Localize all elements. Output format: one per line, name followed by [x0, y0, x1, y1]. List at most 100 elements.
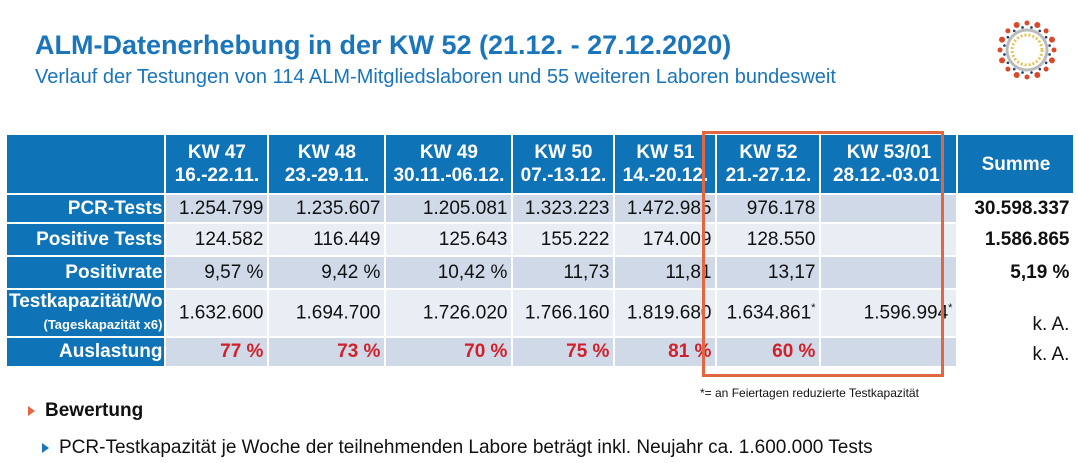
column-header: KW 52 21.-27.12.: [717, 135, 820, 193]
table-row: Positive Tests 124.582 116.449 125.643 155.2…: [7, 224, 1074, 255]
data-cell: 1.726.020: [386, 290, 512, 336]
date-range: 14.-20.12.: [622, 165, 709, 186]
data-cell: 1.632.600: [166, 290, 268, 336]
corner-cell: [7, 135, 165, 193]
cell-value: 75 %: [566, 341, 610, 362]
cell-value: 1.726.020: [422, 302, 508, 324]
data-cell: 1.323.223: [513, 195, 614, 222]
cell-value: 1.632.600: [178, 302, 264, 324]
kw-label: KW 52: [739, 142, 798, 163]
kw52-highlight-box: [702, 131, 944, 377]
date-range: 07.-13.12.: [520, 165, 607, 186]
cell-value: 124.582: [194, 228, 264, 250]
data-cell: 125.643: [386, 224, 512, 255]
data-cell: 116.449: [269, 224, 385, 255]
cell-value: 77 %: [220, 341, 264, 362]
kw-label: KW 48: [297, 142, 356, 163]
page-subtitle: Verlauf der Testungen von 114 ALM-Mitgli…: [35, 66, 836, 88]
kw-label: KW 51: [636, 142, 695, 163]
data-cell: [821, 224, 957, 255]
cell-value: 1.472.985: [626, 197, 712, 219]
data-cell: 1.819.680: [615, 290, 716, 336]
cell-value: 125.643: [438, 228, 508, 250]
table-row: PCR-Tests 1.254.799 1.235.607 1.205.081 1.32…: [7, 195, 1074, 222]
bullet-capacity: PCR-Testkapazität je Woche der teilnehme…: [42, 437, 873, 459]
date-range: 23.-29.11.: [284, 165, 370, 186]
column-header: KW 49 30.11.-06.12.: [386, 135, 512, 193]
bullet-bewertung: Bewertung: [28, 400, 143, 422]
bullet-text: Bewertung: [45, 400, 144, 421]
data-cell: 1.766.160: [513, 290, 614, 336]
data-cell: 11,73: [513, 257, 614, 288]
column-header: KW 51 14.-20.12.: [615, 135, 716, 193]
data-cell: 10,42 %: [386, 257, 512, 288]
cell-value: 1.819.680: [626, 302, 712, 324]
data-cell: [821, 195, 957, 222]
row-label: PCR-Tests: [7, 195, 165, 222]
data-cell: 81 %: [615, 338, 716, 366]
cell-value: 11,73: [563, 261, 610, 283]
table-row: Positivrate 9,57 % 9,42 % 10,42 % 11,73 11,81…: [7, 257, 1074, 288]
date-range: 28.12.-03.01.: [832, 165, 945, 186]
cell-value: 155.222: [540, 228, 610, 250]
virus-logo-icon: [997, 20, 1057, 80]
data-cell: 77 %: [166, 338, 268, 366]
data-cell: 1.254.799: [166, 195, 268, 222]
data-cell: 174.009: [615, 224, 716, 255]
data-cell: 1.596.994*: [821, 290, 957, 336]
kw-label: KW 53/01: [846, 142, 932, 163]
row-sublabel: (Tageskapazität x6): [43, 317, 163, 332]
page-title: ALM-Datenerhebung in der KW 52 (21.12. -…: [35, 30, 732, 60]
cell-value: 1.254.799: [178, 197, 264, 219]
kw-label: KW 47: [187, 142, 246, 163]
row-label-text: Testkapazität/Wo: [9, 291, 163, 312]
data-cell: 60 %: [717, 338, 820, 366]
data-cell: 1.235.607: [269, 195, 385, 222]
sum-header: Summe: [958, 135, 1074, 193]
cell-value: 1.235.607: [295, 197, 381, 219]
row-label-text: Positivrate: [65, 261, 163, 283]
cell-value: 1.596.994: [863, 302, 949, 324]
data-cell: 155.222: [513, 224, 614, 255]
row-label: Positivrate: [7, 257, 165, 288]
row-label-text: PCR-Tests: [67, 197, 163, 219]
cell-value: 1.766.160: [524, 302, 610, 324]
date-range: 16.-22.11.: [174, 165, 260, 186]
footnote: *= an Feiertagen reduzierte Testkapazitä…: [700, 386, 919, 400]
column-header: KW 48 23.-29.11.: [269, 135, 385, 193]
row-label-text: Auslastung: [59, 341, 163, 362]
cell-value: 128.550: [746, 228, 816, 250]
data-cell: [821, 338, 957, 366]
cell-value: 1.323.223: [524, 197, 610, 219]
data-cell: 13,17: [717, 257, 820, 288]
cell-value: 9,42 %: [321, 261, 381, 283]
cell-value: 13,17: [767, 261, 816, 283]
data-cell: 1.634.861*: [717, 290, 820, 336]
cell-value: 70 %: [464, 341, 508, 362]
cell-value: 116.449: [313, 228, 381, 250]
data-cell: 976.178: [717, 195, 820, 222]
data-cell: 9,57 %: [166, 257, 268, 288]
data-cell: 1.472.985: [615, 195, 716, 222]
data-cell: 75 %: [513, 338, 614, 366]
kw-label: KW 49: [419, 142, 478, 163]
data-cell: 1.694.700: [269, 290, 385, 336]
cell-value: 1.634.861: [726, 302, 812, 324]
sum-cell: 1.586.865: [958, 224, 1074, 255]
sum-cell: k. A.: [958, 290, 1074, 336]
cell-value: 976.178: [746, 197, 816, 219]
data-cell: 124.582: [166, 224, 268, 255]
cell-value: 11,81: [665, 261, 712, 283]
data-cell: 9,42 %: [269, 257, 385, 288]
cell-value: 10,42 %: [437, 261, 508, 283]
sum-cell: 5,19 %: [958, 257, 1074, 288]
column-header: KW 53/01 28.12.-03.01.: [821, 135, 957, 193]
cell-value: 73 %: [337, 341, 381, 362]
row-label: Auslastung: [7, 338, 165, 366]
table-row: Testkapazität/Wo (Tageskapazität x6) 1.632…: [7, 290, 1074, 336]
cell-value: 1.205.081: [422, 197, 508, 219]
column-header: KW 50 07.-13.12.: [513, 135, 614, 193]
data-cell: 11,81: [615, 257, 716, 288]
cell-value: 81 %: [668, 341, 712, 362]
row-label: Positive Tests: [7, 224, 165, 255]
